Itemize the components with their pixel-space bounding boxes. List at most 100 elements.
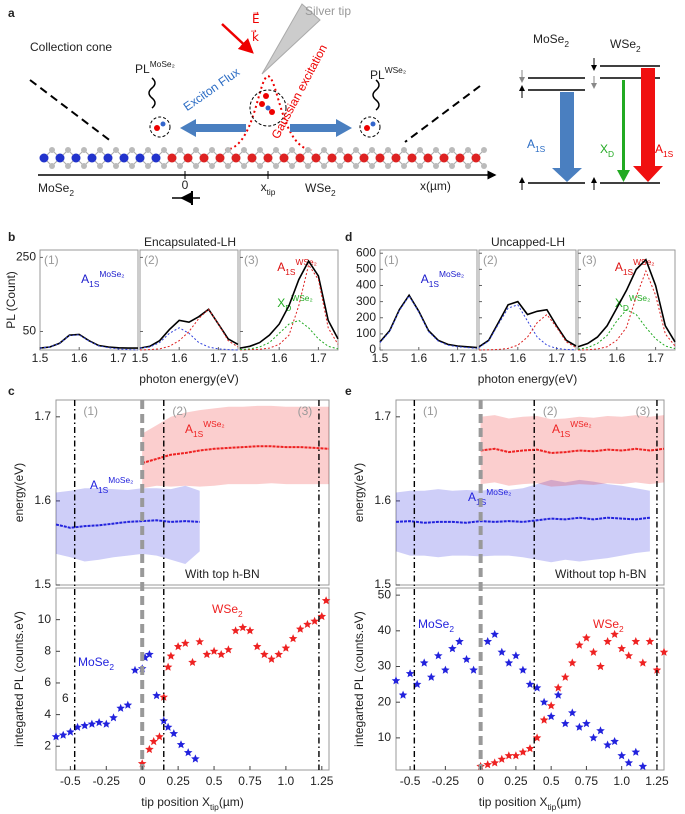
series-label: A1SWSe₂ bbox=[185, 419, 225, 439]
chalcogen-atom bbox=[193, 163, 199, 169]
chalcogen-atom bbox=[257, 147, 263, 153]
y-tick-label: 6 bbox=[44, 675, 51, 689]
scatter-point bbox=[181, 638, 190, 647]
metal-atom bbox=[343, 153, 353, 163]
plot-frame bbox=[239, 249, 339, 351]
chalcogen-atom bbox=[241, 163, 247, 169]
subplot-label: (3) bbox=[244, 253, 259, 267]
chalcogen-atom bbox=[209, 163, 215, 169]
x-tick-label: 1.6 bbox=[509, 351, 526, 365]
annotation: 6 bbox=[62, 691, 69, 705]
schematic-label-part: 2 bbox=[69, 188, 74, 198]
series-label-part: WSe bbox=[212, 602, 238, 616]
metal-atom bbox=[391, 153, 401, 163]
chalcogen-atom bbox=[465, 163, 471, 169]
x-tick-label: 0 bbox=[139, 774, 146, 788]
flux-arrow bbox=[180, 119, 246, 137]
scatter-point bbox=[603, 740, 612, 749]
series-label-part: MoSe₂ bbox=[108, 475, 133, 485]
schematic-label: 0 bbox=[182, 178, 189, 192]
silver-tip bbox=[261, 3, 321, 75]
y-tick-label: 20 bbox=[378, 694, 392, 708]
chalcogen-atom bbox=[353, 147, 359, 153]
series-label-part: 2 bbox=[619, 624, 624, 634]
plot-frame bbox=[478, 249, 577, 351]
chalcogen-atom bbox=[49, 163, 55, 169]
x-axis-label-part: tip bbox=[547, 802, 556, 812]
scatter-point bbox=[163, 722, 173, 731]
spectrum bbox=[478, 313, 577, 351]
plot-frame bbox=[55, 587, 330, 771]
series-label-part: A bbox=[90, 478, 98, 492]
energy-line bbox=[480, 447, 665, 455]
schematic-label-part: 2 bbox=[564, 39, 569, 49]
scatter-point bbox=[553, 690, 563, 699]
series-label-part: WSe₂ bbox=[203, 419, 224, 429]
chalcogen-atom bbox=[129, 147, 135, 153]
schematic-label-part: WSe₂ bbox=[385, 65, 406, 75]
energy-line bbox=[141, 445, 330, 465]
x-tick-label: 0.5 bbox=[206, 774, 223, 788]
chalcogen-atom bbox=[289, 147, 295, 153]
scatter-point bbox=[568, 658, 577, 667]
hole bbox=[265, 105, 271, 111]
series-label-part: 2 bbox=[109, 662, 114, 672]
electron bbox=[364, 125, 370, 131]
x-tick-label: 1.6 bbox=[410, 351, 427, 365]
y-tick-label: 0 bbox=[369, 342, 376, 356]
schematic-label: Collection cone bbox=[30, 40, 112, 54]
x-tick-label: 0.75 bbox=[238, 774, 262, 788]
schematic-label-part: PL bbox=[135, 62, 150, 76]
marker-label: (3) bbox=[636, 404, 651, 418]
scatter-point bbox=[490, 758, 499, 767]
x-tick-label: 1.5 bbox=[471, 351, 488, 365]
x-tick-label: 0 bbox=[477, 774, 484, 788]
scatter-point bbox=[102, 719, 111, 728]
chalcogen-atom bbox=[369, 147, 375, 153]
scatter-point bbox=[51, 732, 61, 741]
metal-atom bbox=[215, 153, 225, 163]
schematic-label-part: 2 bbox=[636, 44, 641, 54]
metal-atom bbox=[55, 153, 65, 163]
x-tick-label: 1.5 bbox=[132, 351, 149, 365]
scatter-point bbox=[405, 669, 415, 678]
schematic-label-part: MoSe₂ bbox=[150, 59, 175, 69]
subplot-label: (2) bbox=[144, 253, 159, 267]
scatter-point bbox=[638, 761, 648, 771]
chalcogen-atom bbox=[193, 147, 199, 153]
scatter-point bbox=[575, 640, 584, 649]
schematic-label-part: MoSe bbox=[38, 181, 70, 195]
x-tick-label: 1.7 bbox=[548, 351, 565, 365]
flux-arrow bbox=[290, 119, 352, 137]
scatter-point bbox=[448, 644, 457, 653]
chalcogen-atom bbox=[65, 163, 71, 169]
series-label-part: A bbox=[185, 422, 193, 436]
scatter-point bbox=[260, 650, 269, 659]
scatter-point bbox=[145, 744, 154, 754]
spectrum bbox=[139, 308, 239, 349]
x-tick-label: 0.25 bbox=[166, 774, 190, 788]
scatter-point bbox=[589, 733, 598, 742]
schematic-label: WSe2 bbox=[610, 37, 641, 54]
series-label: MoSe2 bbox=[418, 617, 454, 634]
y-tick-label: 10 bbox=[378, 730, 392, 744]
scatter-point bbox=[434, 651, 443, 660]
y-tick-label: 500 bbox=[356, 262, 376, 276]
peak-label-part: WSe₂ bbox=[291, 293, 312, 303]
y-axis-label: energy(eV) bbox=[12, 463, 26, 522]
scatter-point bbox=[504, 658, 514, 667]
scatter-point bbox=[511, 651, 521, 660]
scatter-point bbox=[603, 637, 612, 646]
spectrum bbox=[577, 309, 676, 350]
chalcogen-atom bbox=[241, 147, 247, 153]
y-tick-label: 10 bbox=[38, 612, 52, 626]
chalcogen-atom bbox=[273, 163, 279, 169]
pl-wave bbox=[372, 79, 380, 111]
x-tick-label: 1.5 bbox=[570, 351, 587, 365]
scatter-point bbox=[532, 683, 542, 692]
schematic-label-part: tip bbox=[267, 187, 276, 197]
scatter-point bbox=[94, 718, 104, 727]
scatter-point bbox=[274, 650, 283, 659]
scatter-point bbox=[659, 647, 669, 656]
y-axis-label: integarted PL (counts.eV) bbox=[12, 611, 26, 747]
